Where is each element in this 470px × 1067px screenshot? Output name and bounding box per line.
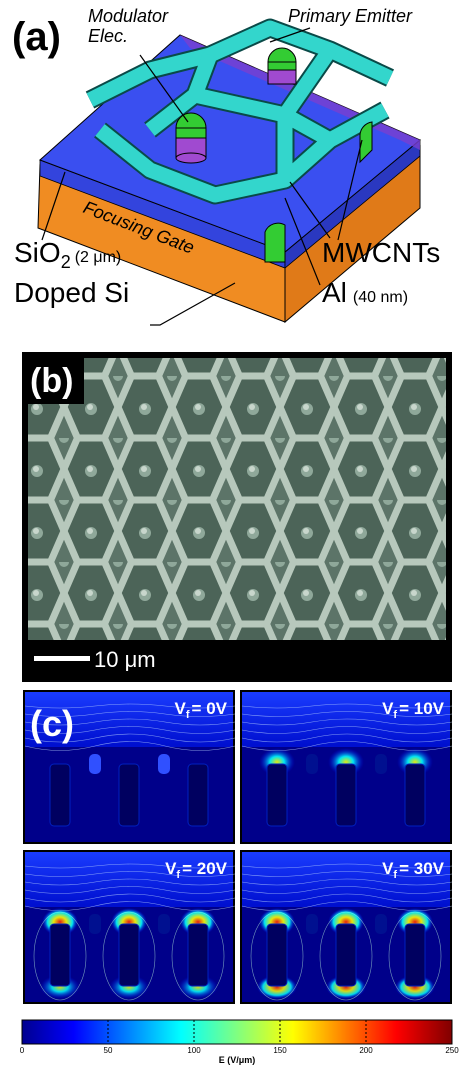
gate-post (306, 914, 318, 934)
voltage-label: Vf= 10V (382, 699, 445, 721)
figure: (a) Modulator Elec. Primary Emitter Focu… (0, 0, 470, 1067)
subscript: 2 (61, 252, 71, 272)
modulator-label: Modulator (88, 6, 169, 26)
formula: SiO (14, 237, 61, 268)
value: = 30V (399, 859, 445, 878)
gate-post (158, 754, 170, 774)
subscript: f (176, 869, 180, 881)
colorbar (22, 1020, 452, 1044)
gate-post (306, 754, 318, 774)
note: (2 μm) (75, 249, 122, 266)
pillar (267, 924, 287, 986)
gate-post (375, 754, 387, 774)
colorbar-tick-label: 200 (359, 1046, 373, 1055)
scale-bar (34, 656, 90, 661)
panel-label: (a) (12, 15, 61, 59)
subscript: f (186, 709, 190, 721)
colorbar-tick-label: 150 (273, 1046, 287, 1055)
pillar (336, 764, 356, 826)
voltage-label: Vf= 30V (382, 859, 445, 881)
pillar (50, 924, 70, 986)
field-maps (23, 690, 452, 1004)
symbol: V (382, 699, 394, 718)
colorbar-tick-label: 100 (187, 1046, 201, 1055)
value: = 10V (399, 699, 445, 718)
modulator-label: Elec. (88, 26, 128, 46)
mwcnts-label: MWCNTs (322, 237, 440, 268)
value: = 0V (192, 699, 228, 718)
symbol: V (382, 859, 394, 878)
colorbar-tick-label: 50 (104, 1046, 113, 1055)
doped-si-label: Doped Si (14, 277, 129, 308)
pillar (188, 764, 208, 826)
pillar (119, 924, 139, 986)
panel-label: (c) (30, 703, 74, 744)
colorbar-label: E (V/μm) (219, 1055, 256, 1065)
voltage-label: Vf= 20V (165, 859, 228, 881)
subscript: f (393, 709, 397, 721)
pillar (405, 924, 425, 986)
pillar (119, 764, 139, 826)
gate-post (158, 914, 170, 934)
pillar (405, 764, 425, 826)
value: = 20V (182, 859, 228, 878)
gate-post (89, 754, 101, 774)
subscript: f (393, 869, 397, 881)
primary-emitter-label: Primary Emitter (288, 6, 413, 26)
scale-bar-label: 10 μm (94, 647, 156, 672)
panel-label: (b) (30, 362, 73, 400)
pillar (336, 924, 356, 986)
al-label: Al (40 nm) (322, 277, 408, 308)
formula: Al (322, 277, 347, 308)
voltage-label: Vf= 0V (175, 699, 228, 721)
pillar (50, 764, 70, 826)
gate-post (375, 914, 387, 934)
pillar (267, 764, 287, 826)
pillar (188, 924, 208, 986)
colorbar-tick-label: 0 (20, 1046, 25, 1055)
gate-post (89, 914, 101, 934)
symbol: V (175, 699, 187, 718)
symbol: V (165, 859, 177, 878)
note: (40 nm) (353, 289, 408, 306)
sem-image (28, 358, 446, 640)
colorbar-tick-label: 250 (445, 1046, 459, 1055)
